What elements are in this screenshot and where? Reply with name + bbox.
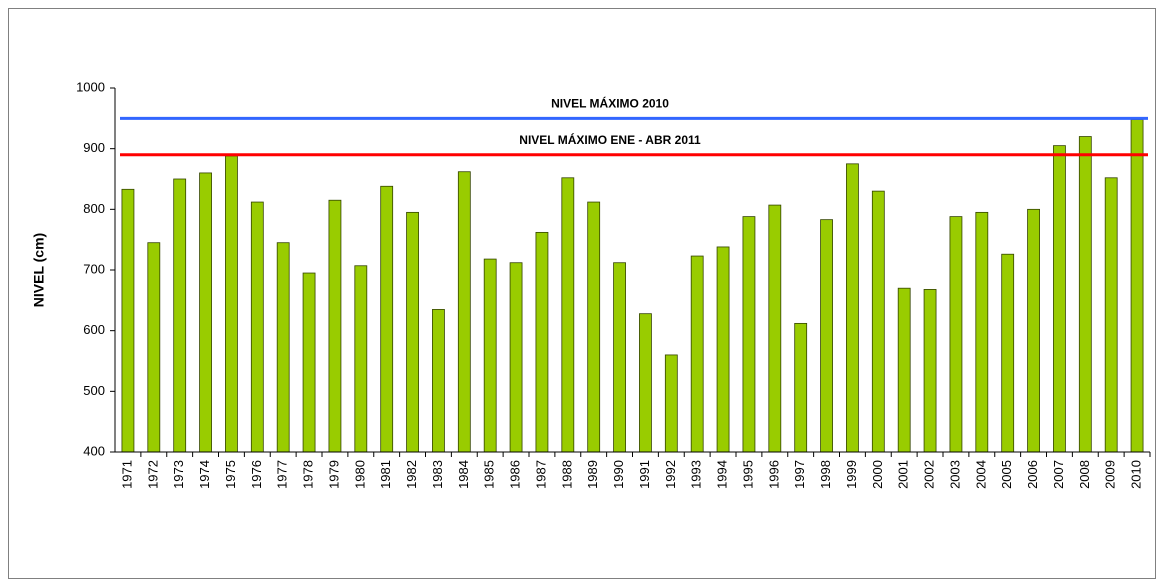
y-tick-label: 1000 (76, 79, 105, 94)
x-tick-label: 1986 (508, 460, 523, 489)
x-tick-label: 1980 (352, 460, 367, 489)
reference-label: NIVEL MÁXIMO ENE - ABR 2011 (519, 132, 701, 147)
x-tick-label: 2002 (922, 460, 937, 489)
x-tick-label: 1982 (404, 460, 419, 489)
x-tick-label: 1977 (275, 460, 290, 489)
bar (613, 262, 626, 453)
bar (768, 204, 782, 453)
bar (354, 265, 368, 453)
x-tick-label: 1993 (689, 460, 704, 489)
bar (380, 185, 394, 453)
x-tick-label: 1981 (378, 460, 393, 489)
x-tick-label: 1990 (611, 460, 626, 489)
bar (923, 289, 937, 453)
x-tick-label: 1998 (818, 460, 833, 489)
bar (406, 211, 419, 453)
x-tick-label: 1978 (301, 460, 316, 489)
bar (1130, 119, 1144, 453)
x-tick-label: 1984 (456, 460, 471, 489)
x-tick-label: 1973 (171, 460, 186, 489)
y-tick-label: 900 (83, 140, 105, 155)
x-tick-label: 2005 (999, 460, 1014, 489)
bar (199, 172, 212, 453)
x-tick-label: 2004 (973, 460, 988, 489)
x-tick-label: 1995 (740, 460, 755, 489)
x-tick-label: 1987 (533, 460, 548, 489)
bar (121, 188, 135, 453)
bar (328, 199, 342, 453)
y-tick-label: 400 (83, 443, 105, 458)
bar (1001, 253, 1015, 453)
x-tick-label: 1979 (326, 460, 341, 489)
bar (535, 231, 549, 453)
bar (949, 216, 963, 453)
bar (716, 246, 730, 453)
y-tick-label: 500 (83, 383, 105, 398)
x-tick-label: 2009 (1103, 460, 1118, 489)
bar (897, 287, 911, 453)
bar (483, 258, 497, 453)
bar (1078, 136, 1092, 453)
x-tick-label: 2010 (1129, 460, 1144, 489)
x-tick-label: 1991 (637, 460, 652, 489)
bar (846, 163, 859, 453)
y-tick-label: 800 (83, 201, 105, 216)
bar (1027, 208, 1040, 453)
y-axis-label: NIVEL (cm) (31, 233, 47, 307)
bar (276, 242, 290, 453)
x-tick-label: 1997 (792, 460, 807, 489)
bar (173, 178, 187, 453)
x-tick-label: 1996 (766, 460, 781, 489)
bar (457, 171, 471, 453)
x-tick-label: 1989 (585, 460, 600, 489)
x-tick-label: 1972 (145, 460, 160, 489)
bar (587, 201, 601, 453)
bar (690, 255, 704, 453)
x-tick-label: 2000 (870, 460, 885, 489)
y-tick-label: 600 (83, 322, 105, 337)
reference-label: NIVEL MÁXIMO 2010 (551, 96, 669, 111)
bar (250, 201, 264, 453)
x-tick-label: 1971 (119, 460, 134, 489)
bar (820, 219, 833, 453)
x-tick-label: 1985 (482, 460, 497, 489)
bar (871, 190, 885, 453)
bar (1104, 177, 1118, 453)
bar (432, 309, 445, 453)
x-tick-label: 1983 (430, 460, 445, 489)
bar (794, 322, 808, 453)
bar (561, 177, 575, 453)
bar (302, 272, 316, 453)
x-tick-label: 1999 (844, 460, 859, 489)
bar (742, 216, 756, 453)
bar (639, 313, 652, 453)
bar (225, 155, 238, 453)
bar (975, 211, 989, 453)
bar (509, 262, 523, 453)
x-tick-label: 1975 (223, 460, 238, 489)
x-tick-label: 1994 (715, 460, 730, 489)
x-tick-label: 1976 (249, 460, 264, 489)
x-tick-label: 2006 (1025, 460, 1040, 489)
bar (1053, 145, 1066, 453)
x-tick-label: 2001 (896, 460, 911, 489)
y-tick-label: 700 (83, 261, 105, 276)
x-tick-label: 1974 (197, 460, 212, 489)
x-tick-label: 2008 (1077, 460, 1092, 489)
x-tick-label: 2007 (1051, 460, 1066, 489)
x-tick-label: 2003 (947, 460, 962, 489)
bar (147, 242, 161, 453)
bar (664, 354, 678, 453)
x-tick-label: 1988 (559, 460, 574, 489)
x-tick-label: 1992 (663, 460, 678, 489)
